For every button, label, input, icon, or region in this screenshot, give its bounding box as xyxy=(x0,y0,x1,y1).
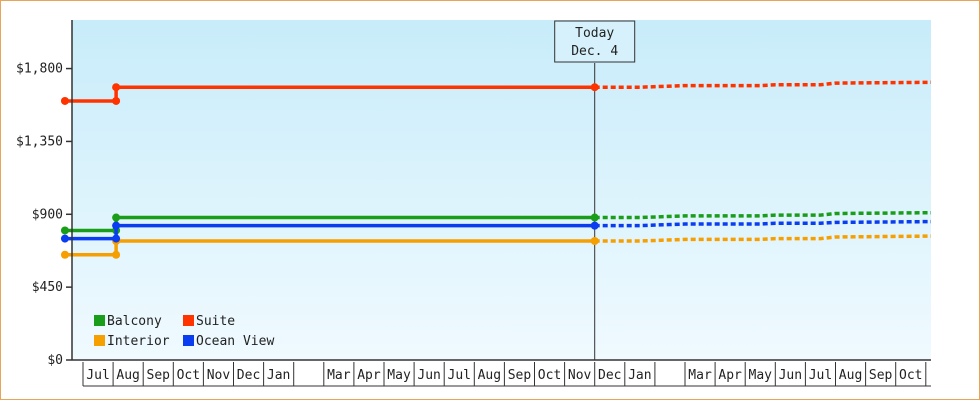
x-tick-label: Mar xyxy=(327,368,351,383)
x-tick-label: Jun xyxy=(417,368,440,383)
series-point xyxy=(112,250,121,259)
y-tick-label: $1,350 xyxy=(16,134,63,149)
series-point xyxy=(60,96,69,105)
x-tick-label: Aug xyxy=(478,368,501,383)
series-forecast-line xyxy=(594,219,932,228)
series-history-line xyxy=(64,239,595,257)
series-forecast-line xyxy=(594,210,932,220)
x-tick-label: Aug xyxy=(116,368,139,383)
y-tick-label: $450 xyxy=(32,280,63,295)
x-tick-label: Jul xyxy=(448,368,471,383)
x-tick-label: Apr xyxy=(357,368,381,383)
series-point xyxy=(60,234,69,243)
x-tick-label: May xyxy=(387,368,411,383)
series-point xyxy=(60,226,69,235)
today-callout-title: Today xyxy=(575,26,614,41)
series-point xyxy=(590,221,599,230)
legend-swatch xyxy=(94,315,105,326)
plot-background xyxy=(72,20,931,360)
x-tick-label: Nov xyxy=(207,368,231,383)
series-point xyxy=(112,221,121,230)
series-point xyxy=(112,96,121,105)
x-tick-label: Oct xyxy=(538,368,561,383)
series-point xyxy=(112,83,121,92)
x-tick-label: Dec xyxy=(237,368,260,383)
legend-label: Interior xyxy=(107,334,170,349)
series-forecast-line xyxy=(594,234,932,243)
x-tick-label: Mar xyxy=(688,368,712,383)
legend-swatch xyxy=(183,315,194,326)
series-point xyxy=(590,213,599,222)
y-tick-label: $0 xyxy=(47,353,63,368)
today-callout-box xyxy=(554,20,636,63)
y-tick-label: $1,800 xyxy=(16,62,63,77)
y-tick-label: $900 xyxy=(32,207,63,222)
series-point xyxy=(590,83,599,92)
series-point xyxy=(590,237,599,245)
x-tick-label: Nov xyxy=(568,368,592,383)
x-tick-label: Jul xyxy=(809,368,832,383)
x-tick-label: Apr xyxy=(718,368,742,383)
series-point xyxy=(112,213,121,222)
x-tick-label: Jul xyxy=(86,368,109,383)
x-tick-label: Jan xyxy=(267,368,290,383)
x-tick-label: Dec xyxy=(598,368,621,383)
legend-label: Balcony xyxy=(107,314,162,329)
x-tick-label: May xyxy=(749,368,773,383)
x-tick-label: Sep xyxy=(147,368,171,383)
x-tick-label: Oct xyxy=(177,368,200,383)
legend-label: Ocean View xyxy=(196,334,274,349)
series-point xyxy=(112,234,121,243)
series-history-line xyxy=(64,85,595,103)
x-tick-label: Oct xyxy=(899,368,922,383)
x-tick-label: Sep xyxy=(508,368,532,383)
x-tick-label: Jun xyxy=(779,368,802,383)
series-point xyxy=(60,250,69,259)
legend-swatch xyxy=(94,335,105,346)
today-callout-date: Dec. 4 xyxy=(571,44,618,59)
x-tick-label: Sep xyxy=(869,368,893,383)
series-forecast-line xyxy=(594,80,932,89)
series-history-line xyxy=(64,223,595,241)
x-tick-label: Jan xyxy=(628,368,651,383)
legend-swatch xyxy=(183,335,194,346)
legend-label: Suite xyxy=(196,314,235,329)
x-tick-label: Aug xyxy=(839,368,862,383)
